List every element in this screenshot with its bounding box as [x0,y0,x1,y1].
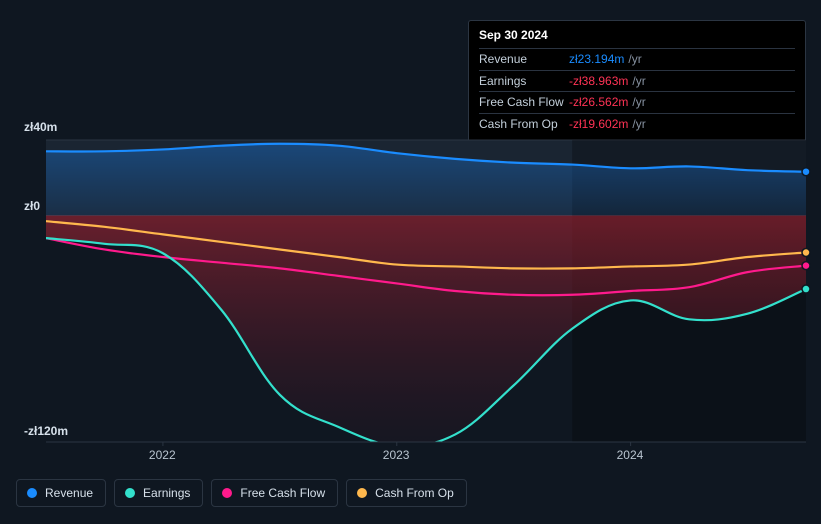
x-axis-label: 2023 [383,448,410,462]
legend-dot [222,488,232,498]
legend-item-earnings[interactable]: Earnings [114,479,203,507]
legend-item-revenue[interactable]: Revenue [16,479,106,507]
chart-legend: Revenue Earnings Free Cash Flow Cash Fro… [16,479,467,507]
legend-dot [125,488,135,498]
legend-dot [357,488,367,498]
legend-dot [27,488,37,498]
legend-label: Free Cash Flow [240,486,325,500]
legend-item-cash-from-op[interactable]: Cash From Op [346,479,467,507]
legend-label: Cash From Op [375,486,454,500]
legend-label: Earnings [143,486,190,500]
legend-label: Revenue [45,486,93,500]
x-axis-label: 2024 [617,448,644,462]
financials-chart [0,0,821,470]
x-axis-label: 2022 [149,448,176,462]
legend-item-free-cash-flow[interactable]: Free Cash Flow [211,479,338,507]
